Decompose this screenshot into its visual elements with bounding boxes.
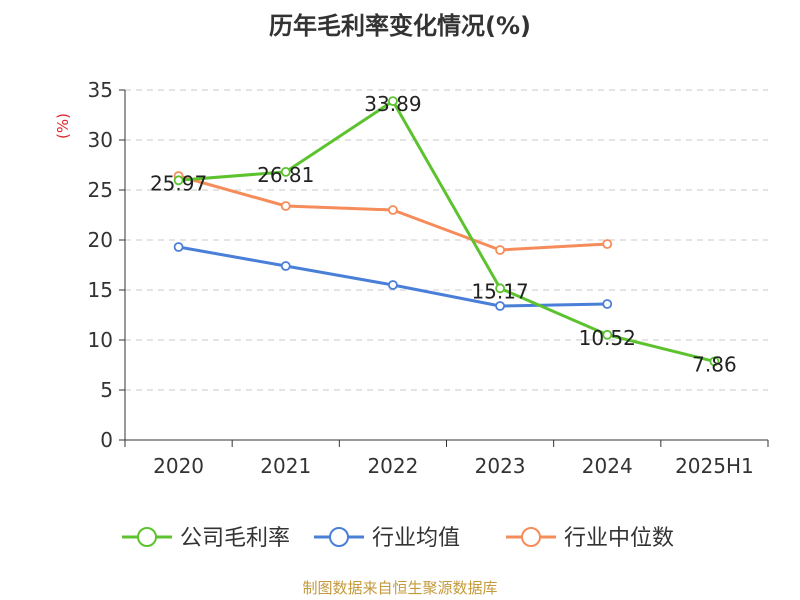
x-tick-label: 2022 xyxy=(367,454,418,478)
data-point xyxy=(280,261,291,271)
legend-swatch-marker xyxy=(137,527,157,547)
legend-swatch-marker xyxy=(521,527,541,547)
axes: 0 5 10 15 20 25 30 35 2020 2021 2022 2023 2024 2025H1 xyxy=(88,78,769,478)
data-point xyxy=(602,299,613,309)
data-point xyxy=(388,280,398,290)
legend-label: 行业中位数 xyxy=(564,526,674,551)
source-note: 制图数据来自恒生聚源数据库 xyxy=(302,579,497,597)
y-tick-label: 30 xyxy=(88,128,113,152)
y-tick-label: 10 xyxy=(88,328,113,352)
data-point xyxy=(280,166,291,177)
x-tick-label: 2025H1 xyxy=(675,454,754,478)
gridlines xyxy=(125,89,768,391)
data-label: 10.52 xyxy=(579,326,636,350)
x-tick-label: 2021 xyxy=(260,454,311,478)
legend: 公司毛利率 行业均值 行业中位数 xyxy=(122,526,674,551)
series-layer xyxy=(173,96,720,367)
data-point xyxy=(495,245,505,255)
data-point xyxy=(388,96,398,106)
x-tick-label: 2024 xyxy=(582,454,633,478)
legend-label: 行业均值 xyxy=(372,526,460,551)
data-point xyxy=(280,201,291,211)
data-point xyxy=(495,301,505,311)
y-axis-label: (%) xyxy=(54,113,72,139)
series-line xyxy=(178,99,715,363)
data-point xyxy=(173,175,184,186)
series-line xyxy=(178,245,608,308)
data-labels: 25.97 26.81 33.89 15.17 10.52 7.86 xyxy=(150,92,737,376)
data-point xyxy=(602,239,613,249)
y-tick-label: 5 xyxy=(100,378,113,402)
y-tick-label: 35 xyxy=(88,78,113,102)
legend-swatch-marker xyxy=(329,527,349,547)
x-tick-label: 2023 xyxy=(475,454,526,478)
data-point xyxy=(173,242,184,252)
data-label: 26.81 xyxy=(257,163,314,187)
y-tick-label: 15 xyxy=(88,278,113,302)
data-label: 33.89 xyxy=(364,92,421,116)
data-point xyxy=(602,329,613,340)
y-tick-label: 25 xyxy=(88,178,113,202)
data-point xyxy=(388,205,398,215)
y-tick-label: 0 xyxy=(100,428,113,452)
data-point xyxy=(709,356,720,367)
data-label: 15.17 xyxy=(471,279,528,303)
legend-label: 公司毛利率 xyxy=(180,526,290,551)
x-tick-label: 2020 xyxy=(153,454,204,478)
data-label: 7.86 xyxy=(692,352,737,376)
data-label: 25.97 xyxy=(150,171,207,195)
chart-title: 历年毛利率变化情况(%) xyxy=(269,12,531,40)
data-point xyxy=(495,283,505,294)
y-tick-label: 20 xyxy=(88,228,113,252)
